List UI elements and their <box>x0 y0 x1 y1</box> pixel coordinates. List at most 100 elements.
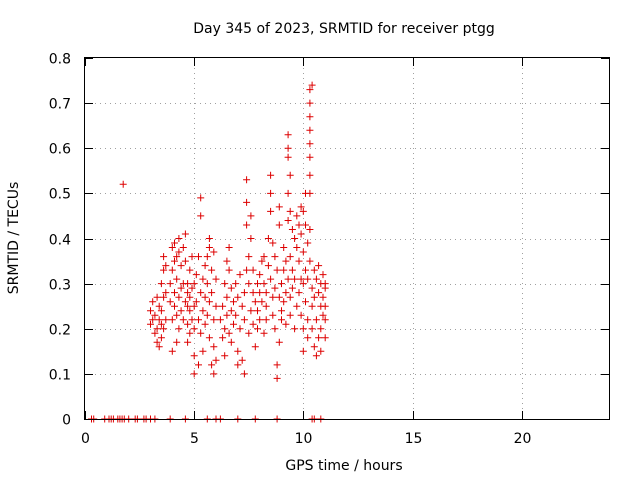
data-point <box>258 257 266 265</box>
data-point <box>264 235 272 242</box>
data-point <box>197 194 205 202</box>
data-point <box>282 320 290 328</box>
data-point <box>221 352 229 360</box>
data-point <box>238 356 246 364</box>
data-point <box>232 311 240 319</box>
data-point <box>175 293 183 301</box>
data-point <box>295 289 303 297</box>
data-point <box>227 307 235 315</box>
data-point <box>306 113 314 121</box>
data-point <box>225 266 233 274</box>
data-point <box>278 307 285 315</box>
data-point <box>175 235 183 242</box>
data-point <box>201 293 209 301</box>
data-point <box>315 289 323 297</box>
data-point <box>273 361 281 369</box>
data-point <box>273 266 281 274</box>
data-point <box>295 257 303 265</box>
data-point <box>171 302 178 310</box>
data-point <box>201 320 209 328</box>
data-point <box>190 370 198 378</box>
data-point <box>304 316 312 324</box>
data-point <box>230 320 237 328</box>
data-point <box>208 289 216 297</box>
data-point <box>195 253 202 261</box>
data-point <box>249 289 257 297</box>
data-point <box>312 352 320 360</box>
data-point <box>297 275 305 283</box>
data-point <box>293 244 301 251</box>
data-point <box>245 329 253 337</box>
data-point <box>310 266 318 274</box>
data-point <box>205 244 213 251</box>
data-point <box>247 212 255 220</box>
data-point <box>155 316 163 324</box>
data-point <box>280 298 288 306</box>
data-point <box>203 311 211 319</box>
data-point <box>171 289 178 297</box>
data-point <box>282 257 290 265</box>
data-point <box>306 99 314 107</box>
data-point <box>321 334 329 342</box>
data-point <box>302 266 309 274</box>
data-point <box>179 244 187 251</box>
data-point <box>234 347 242 355</box>
data-point <box>188 316 196 324</box>
chart-title: Day 345 of 2023, SRMTID for receiver ptg… <box>193 21 495 37</box>
data-point <box>203 253 211 261</box>
data-point <box>308 302 316 310</box>
data-point <box>147 307 154 315</box>
data-point <box>275 221 283 229</box>
data-point <box>310 343 318 351</box>
data-point <box>247 307 255 315</box>
data-point <box>157 334 165 342</box>
data-point <box>299 207 307 215</box>
y-axis-label: SRMTID / TECUs <box>6 182 22 295</box>
data-point <box>199 347 207 355</box>
y-tick-label: 0 <box>62 413 71 429</box>
data-point <box>295 221 303 229</box>
y-tick-label: 0.3 <box>49 278 71 294</box>
data-point <box>225 244 233 251</box>
data-point <box>258 298 266 306</box>
data-point <box>280 244 288 251</box>
data-point <box>160 253 168 261</box>
data-point <box>234 293 242 301</box>
y-tick-label: 0.4 <box>49 233 71 249</box>
data-point <box>269 311 277 319</box>
data-point <box>179 316 187 324</box>
data-point <box>271 253 279 261</box>
data-point <box>155 302 163 310</box>
data-point <box>282 289 290 297</box>
data-point <box>205 298 213 306</box>
data-point <box>173 311 181 319</box>
data-point <box>284 131 292 139</box>
data-point <box>249 266 257 274</box>
data-point <box>306 257 314 265</box>
data-point <box>273 374 281 382</box>
data-point <box>306 153 314 161</box>
data-point <box>278 280 285 288</box>
data-point <box>271 284 279 292</box>
data-point <box>286 293 294 301</box>
data-point <box>216 316 224 324</box>
data-point <box>302 298 309 306</box>
data-point <box>275 203 283 211</box>
data-point <box>149 298 157 306</box>
y-tick-label: 0.6 <box>49 142 71 158</box>
data-point <box>190 325 198 333</box>
data-point <box>225 329 233 337</box>
data-point <box>288 226 296 233</box>
data-point <box>319 271 327 279</box>
data-point <box>284 153 292 161</box>
data-point <box>267 207 275 215</box>
data-point <box>181 257 189 265</box>
x-tick-label: 5 <box>190 431 199 447</box>
data-point <box>262 316 270 324</box>
data-point <box>238 302 246 310</box>
data-point <box>308 284 316 292</box>
y-tick-label: 0.1 <box>49 368 71 384</box>
data-point <box>201 262 209 270</box>
data-point <box>256 316 264 324</box>
data-point <box>288 266 296 274</box>
